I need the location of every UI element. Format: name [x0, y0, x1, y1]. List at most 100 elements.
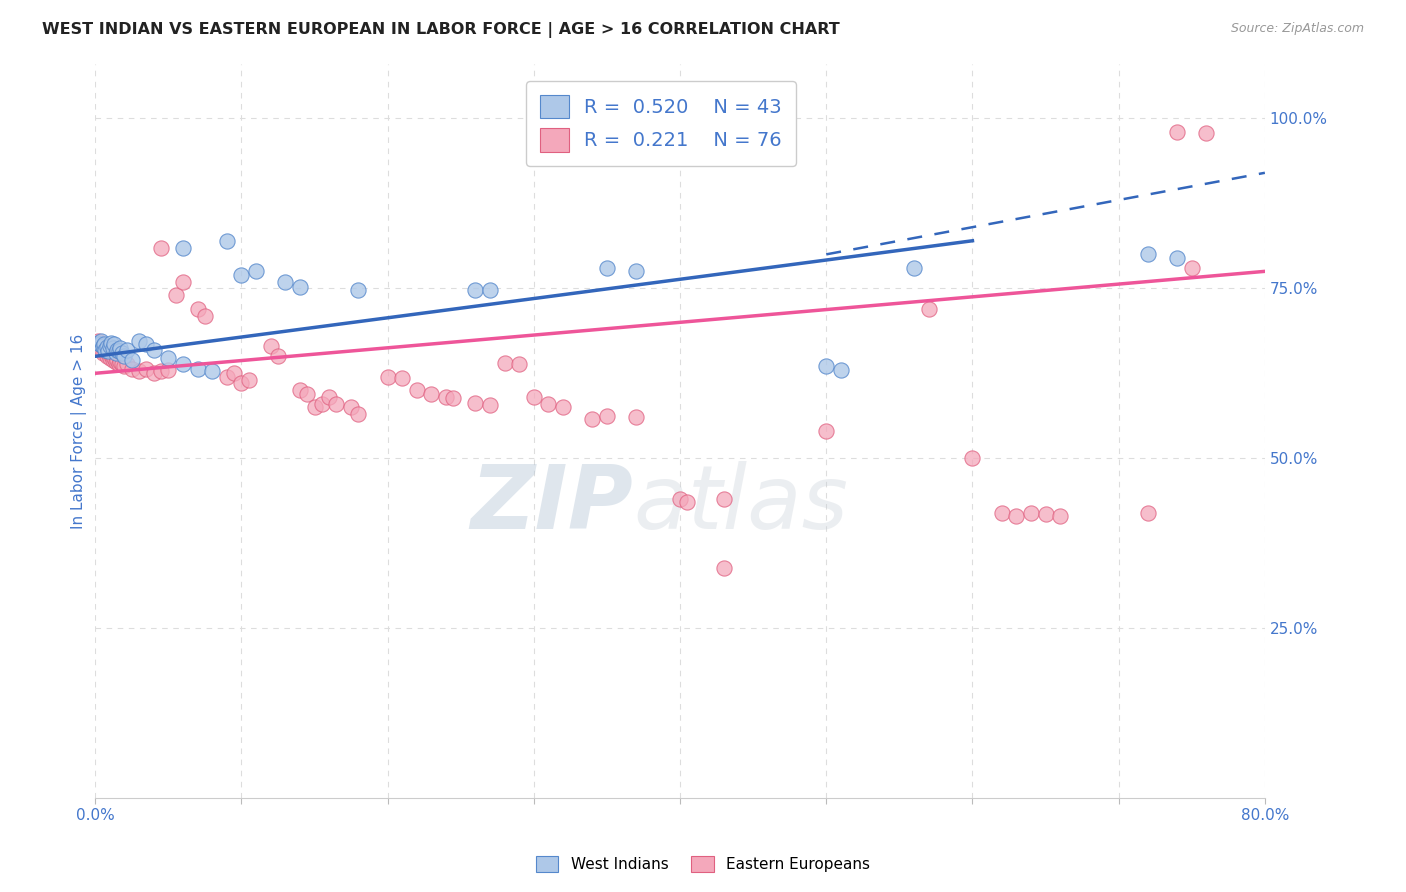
- Point: [340, 401, 363, 415]
- Point: [325, 397, 347, 411]
- Point: [90, 334, 112, 349]
- Point: [100, 348, 122, 362]
- Point: [267, 349, 290, 363]
- Point: [100, 335, 122, 350]
- Point: [108, 355, 131, 369]
- Point: [537, 397, 560, 411]
- Point: [128, 364, 150, 378]
- Point: [165, 288, 187, 302]
- Point: [89, 337, 111, 351]
- Text: atlas: atlas: [633, 461, 848, 548]
- Point: [93, 341, 115, 355]
- Point: [150, 241, 173, 255]
- Point: [104, 346, 127, 360]
- Point: [297, 386, 319, 401]
- Point: [98, 339, 121, 353]
- Point: [713, 491, 735, 506]
- Point: [288, 384, 311, 398]
- Text: ZIP: ZIP: [471, 461, 633, 548]
- Point: [231, 376, 253, 391]
- Point: [596, 409, 619, 423]
- Point: [420, 386, 443, 401]
- Point: [224, 366, 246, 380]
- Y-axis label: In Labor Force | Age > 16: In Labor Force | Age > 16: [72, 334, 87, 529]
- Text: Source: ZipAtlas.com: Source: ZipAtlas.com: [1230, 22, 1364, 36]
- Point: [172, 241, 194, 255]
- Point: [1049, 508, 1071, 523]
- Point: [89, 337, 111, 351]
- Point: [304, 401, 326, 415]
- Point: [187, 361, 209, 376]
- Point: [93, 337, 115, 351]
- Point: [110, 358, 132, 372]
- Point: [90, 343, 112, 357]
- Point: [105, 343, 128, 357]
- Point: [464, 283, 486, 297]
- Point: [478, 398, 501, 412]
- Legend: R =  0.520    N = 43, R =  0.221    N = 76: R = 0.520 N = 43, R = 0.221 N = 76: [526, 81, 796, 166]
- Point: [815, 359, 838, 374]
- Point: [551, 401, 574, 415]
- Point: [990, 506, 1012, 520]
- Point: [96, 349, 118, 363]
- Point: [157, 363, 180, 377]
- Point: [1136, 247, 1159, 261]
- Point: [624, 264, 647, 278]
- Point: [101, 352, 124, 367]
- Point: [1181, 260, 1204, 275]
- Point: [91, 346, 114, 360]
- Point: [172, 275, 194, 289]
- Point: [104, 355, 127, 369]
- Point: [108, 341, 131, 355]
- Point: [508, 358, 530, 372]
- Point: [87, 334, 110, 349]
- Point: [142, 343, 165, 357]
- Point: [150, 364, 173, 378]
- Point: [1035, 507, 1057, 521]
- Point: [245, 264, 267, 278]
- Point: [97, 346, 120, 360]
- Point: [391, 371, 413, 385]
- Point: [830, 363, 852, 377]
- Point: [128, 334, 150, 349]
- Point: [441, 392, 464, 406]
- Point: [274, 275, 297, 289]
- Point: [231, 268, 253, 282]
- Point: [94, 343, 117, 357]
- Point: [1136, 506, 1159, 520]
- Point: [117, 358, 139, 372]
- Point: [1166, 251, 1188, 265]
- Point: [96, 341, 118, 355]
- Point: [434, 390, 457, 404]
- Point: [215, 369, 238, 384]
- Point: [103, 337, 125, 351]
- Point: [121, 352, 143, 367]
- Point: [347, 407, 370, 421]
- Legend: West Indians, Eastern Europeans: West Indians, Eastern Europeans: [527, 848, 879, 880]
- Point: [117, 343, 139, 357]
- Point: [194, 309, 217, 323]
- Point: [172, 358, 194, 372]
- Point: [523, 390, 546, 404]
- Point: [107, 358, 129, 372]
- Point: [215, 234, 238, 248]
- Point: [676, 495, 699, 509]
- Point: [318, 390, 340, 404]
- Point: [97, 343, 120, 358]
- Point: [917, 301, 939, 316]
- Point: [581, 412, 603, 426]
- Point: [962, 451, 984, 466]
- Point: [114, 349, 136, 363]
- Point: [1195, 127, 1218, 141]
- Point: [238, 373, 260, 387]
- Point: [347, 283, 370, 297]
- Point: [87, 335, 110, 350]
- Point: [377, 369, 399, 384]
- Point: [903, 260, 925, 275]
- Point: [669, 491, 692, 506]
- Point: [103, 351, 125, 365]
- Point: [288, 280, 311, 294]
- Point: [105, 352, 128, 367]
- Point: [405, 384, 427, 398]
- Text: WEST INDIAN VS EASTERN EUROPEAN IN LABOR FORCE | AGE > 16 CORRELATION CHART: WEST INDIAN VS EASTERN EUROPEAN IN LABOR…: [42, 22, 839, 38]
